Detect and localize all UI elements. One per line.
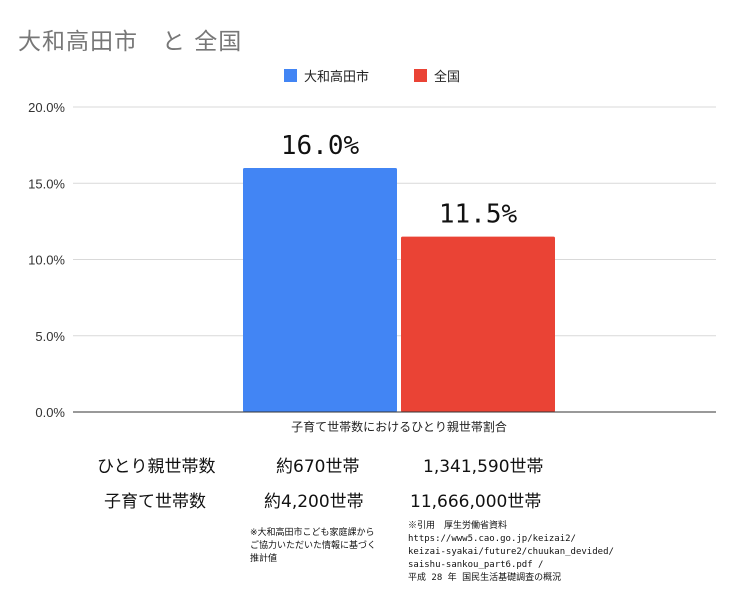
legend-label-national: 全国 bbox=[434, 70, 461, 85]
y-tick-label: 15.0% bbox=[28, 176, 65, 191]
y-tick-label: 20.0% bbox=[28, 100, 65, 115]
source-note-line: ※引用 厚生労働省資料 bbox=[408, 521, 508, 531]
y-tick-label: 0.0% bbox=[35, 405, 65, 420]
y-tick-label: 5.0% bbox=[35, 329, 65, 344]
legend-item-national: 全国 bbox=[414, 66, 460, 85]
source-note-line: 平成 28 年 国民生活基礎調査の概況 bbox=[408, 573, 562, 583]
legend: 大和高田市 全国 bbox=[0, 66, 736, 85]
legend-item-city: 大和高田市 bbox=[284, 66, 369, 85]
y-tick-label: 10.0% bbox=[28, 253, 65, 268]
row-city-child-households: 約4,200世帯 bbox=[264, 492, 364, 512]
data-label: 16.0% bbox=[281, 131, 360, 161]
city-note-line: 推計値 bbox=[250, 554, 278, 564]
source-note-url: keizai-syakai/future2/chuukan_devided/ bbox=[408, 547, 614, 557]
source-note: ※引用 厚生労働省資料 https://www5.cao.go.jp/keiza… bbox=[408, 520, 614, 585]
row-label-single-parent: ひとり親世帯数 bbox=[97, 457, 216, 477]
bar-city bbox=[243, 168, 397, 412]
row-national-child-households: 11,666,000世帯 bbox=[410, 492, 542, 512]
data-label: 11.5% bbox=[439, 200, 518, 230]
legend-label-city: 大和高田市 bbox=[304, 70, 370, 85]
chart-title: 大和高田市 と 全国 bbox=[18, 29, 243, 55]
bar-chart: 0.0% 5.0% 10.0% 15.0% 20.0% 16.0% 11.5% 子育て世帯数に… bbox=[28, 100, 716, 434]
city-note-line: ※大和高田市こども家庭課から bbox=[250, 528, 375, 538]
row-city-single-parent: 約670世帯 bbox=[276, 457, 360, 477]
source-note-url: https://www5.cao.go.jp/keizai2/ bbox=[408, 534, 576, 544]
legend-swatch-city bbox=[284, 69, 297, 82]
bar-national bbox=[401, 236, 555, 412]
row-label-child-households: 子育て世帯数 bbox=[104, 492, 206, 512]
city-note: ※大和高田市こども家庭課から ご協力いただいた情報に基づく 推計値 bbox=[250, 527, 376, 566]
row-national-single-parent: 1,341,590世帯 bbox=[423, 457, 544, 477]
legend-swatch-national bbox=[414, 69, 427, 82]
x-category-label: 子育て世帯数におけるひとり親世帯割合 bbox=[291, 419, 507, 434]
source-note-url: saishu-sankou_part6.pdf / bbox=[408, 560, 544, 570]
city-note-line: ご協力いただいた情報に基づく bbox=[250, 541, 377, 551]
